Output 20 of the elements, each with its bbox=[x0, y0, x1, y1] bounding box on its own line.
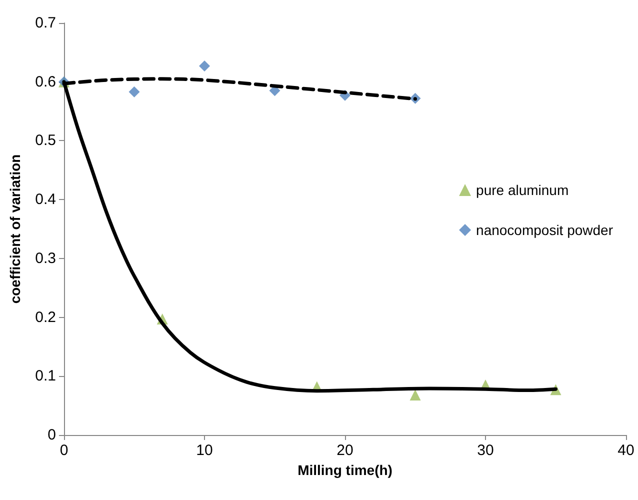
x-axis-title: Milling time(h) bbox=[298, 462, 392, 478]
legend-label: nanocomposit powder bbox=[476, 222, 614, 238]
y-tick-label: 0.3 bbox=[35, 250, 56, 267]
legend-label: pure aluminum bbox=[476, 182, 569, 198]
x-tick-label: 40 bbox=[618, 442, 634, 459]
y-tick-label: 0.5 bbox=[35, 132, 56, 150]
y-tick-label: 0 bbox=[48, 426, 56, 444]
y-tick-label: 0.7 bbox=[35, 14, 56, 32]
y-tick-label: 0.2 bbox=[35, 308, 56, 326]
y-axis-title: coefficient of variation bbox=[7, 154, 23, 304]
point bbox=[199, 60, 210, 72]
y-tick-label: 0.4 bbox=[35, 191, 56, 208]
x-tick-label: 10 bbox=[196, 442, 213, 459]
x-tick-label: 30 bbox=[477, 442, 494, 459]
point bbox=[410, 389, 421, 400]
x-tick-label: 20 bbox=[336, 442, 354, 459]
y-tick-label: 0.1 bbox=[35, 368, 56, 385]
y-tick-label: 0.6 bbox=[35, 73, 56, 90]
point bbox=[128, 86, 140, 98]
x-tick-label: 0 bbox=[60, 442, 68, 459]
